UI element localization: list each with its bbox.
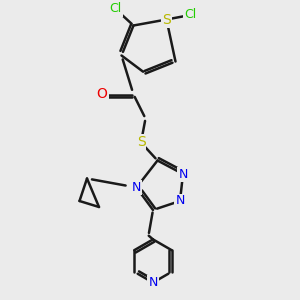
Text: Cl: Cl	[184, 8, 196, 22]
Text: S: S	[162, 13, 171, 26]
Text: Cl: Cl	[110, 2, 122, 16]
Text: N: N	[132, 181, 141, 194]
Text: S: S	[136, 136, 146, 149]
Text: O: O	[97, 88, 107, 101]
Text: N: N	[175, 194, 185, 208]
Text: N: N	[148, 276, 158, 289]
Text: N: N	[178, 167, 188, 181]
